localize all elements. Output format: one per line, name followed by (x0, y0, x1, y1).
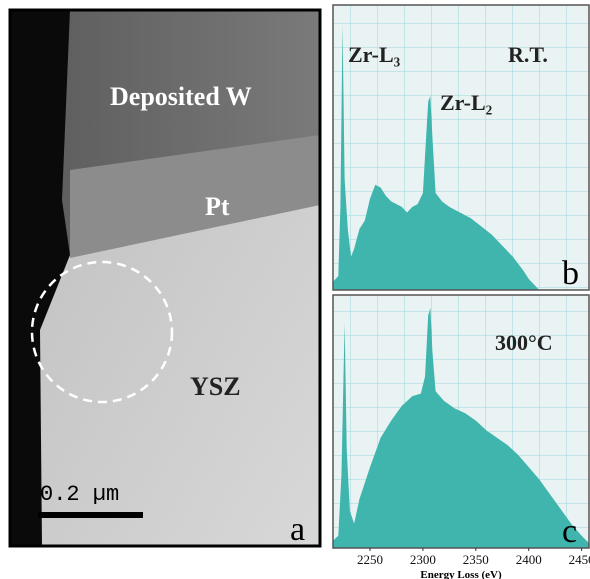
x-tick-label: 2400 (516, 552, 542, 567)
micrograph: Deposited W Pt YSZ 0.2 µm a (10, 10, 320, 548)
x-axis-label: Energy Loss (eV) (420, 569, 502, 579)
annotation: Zr-L₃ (348, 42, 401, 67)
scale-label: 0.2 µm (40, 482, 119, 507)
x-tick-label: 2300 (410, 552, 436, 567)
x-tick-label: 2250 (357, 552, 383, 567)
label: YSZ (190, 372, 241, 401)
label: Deposited W (110, 82, 252, 111)
figure: Deposited W Pt YSZ 0.2 µm a Zr-L₃ Zr-L₂ R.… (0, 0, 590, 579)
label: Pt (205, 192, 230, 221)
annotation: 300°C (495, 330, 553, 355)
panel-letter: c (562, 513, 577, 550)
x-tick-label: 2350 (463, 552, 489, 567)
annotation: R.T. (508, 42, 548, 67)
panel-letter: a (290, 511, 305, 548)
panel-letter: b (562, 255, 579, 292)
scale-bar (38, 512, 143, 518)
annotation: Zr-L₂ (440, 90, 493, 115)
x-tick-label: 2450 (569, 552, 590, 567)
